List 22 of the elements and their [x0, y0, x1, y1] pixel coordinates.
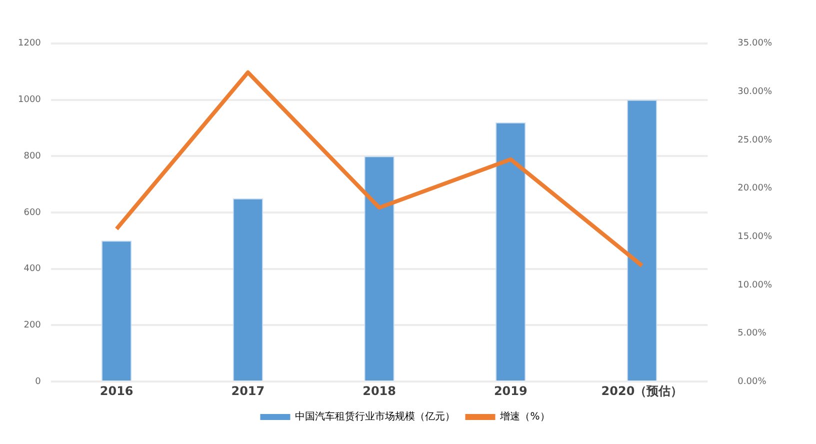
- x-tick-label: 2019: [494, 384, 528, 398]
- y-tick-label: 1000: [18, 95, 42, 106]
- y2-tick-label: 0.00%: [738, 376, 767, 387]
- y2-tick-label: 5.00%: [738, 328, 767, 339]
- x-tick-label: 2018: [362, 384, 396, 398]
- y2-tick-label: 20.00%: [738, 184, 772, 194]
- y-tick-label: 200: [24, 320, 42, 331]
- legend-label: 中国汽车租赁行业市场规模（亿元）: [295, 410, 456, 423]
- x-tick-label: 2016: [100, 384, 134, 398]
- y2-tick-label: 30.00%: [738, 87, 772, 98]
- y-tick-label: 600: [24, 208, 42, 218]
- legend-label: 增速（%）: [499, 410, 550, 423]
- y-tick-label: 1200: [18, 38, 42, 49]
- y-tick-label: 0: [35, 376, 42, 387]
- y2-tick-label: 10.00%: [738, 280, 772, 290]
- y2-tick-label: 25.00%: [738, 135, 772, 146]
- y-tick-label: 400: [24, 264, 42, 274]
- y2-tick-label: 35.00%: [738, 38, 772, 49]
- x-tick-label: 2017: [231, 384, 265, 398]
- y2-tick-label: 15.00%: [738, 232, 772, 242]
- x-tick-label: 2020（预估）: [601, 384, 683, 398]
- y-tick-label: 800: [24, 151, 42, 162]
